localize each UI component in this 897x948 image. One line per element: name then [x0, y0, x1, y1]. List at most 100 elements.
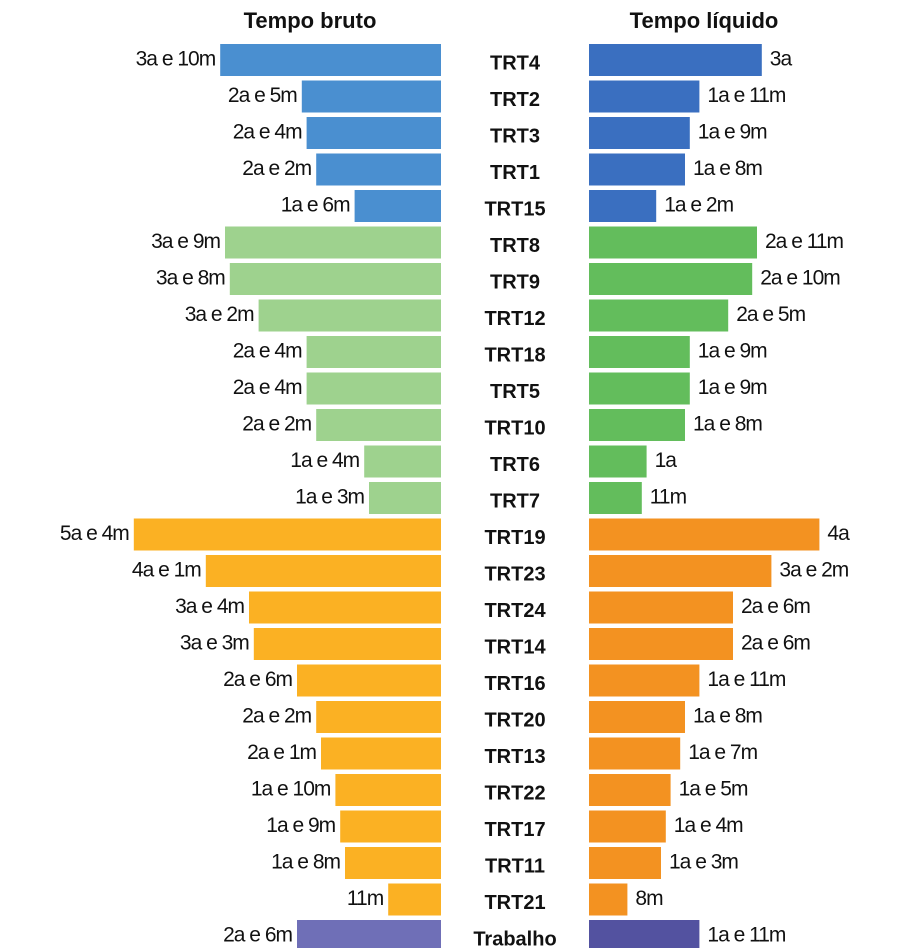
value-label: 1a e 4m — [674, 814, 743, 837]
bar — [335, 774, 441, 806]
bar — [316, 153, 441, 186]
value-label: 2a e 6m — [741, 595, 810, 618]
bar — [589, 445, 647, 478]
value-label: 2a e 5m — [736, 303, 805, 326]
value-label: 1a e 9m — [698, 376, 767, 399]
bar — [589, 372, 690, 405]
category-label: TRT19 — [484, 527, 545, 549]
value-label: 1a e 9m — [698, 340, 767, 363]
category-label: TRT24 — [484, 600, 546, 622]
bar — [589, 701, 685, 733]
bar — [306, 117, 441, 149]
bar — [133, 518, 442, 551]
bar — [249, 591, 441, 624]
bar — [589, 299, 729, 332]
bar — [253, 628, 441, 660]
category-label: TRT1 — [490, 162, 540, 184]
value-label: 1a e 11m — [707, 84, 786, 107]
bar — [589, 628, 733, 660]
value-label: 1a e 5m — [679, 778, 748, 801]
bar — [321, 737, 441, 770]
bar — [589, 190, 657, 222]
value-label: 11m — [650, 486, 687, 509]
bar — [306, 372, 441, 405]
value-label: 1a e 8m — [271, 851, 340, 874]
category-label: TRT6 — [490, 454, 540, 476]
category-label: TRT14 — [484, 636, 546, 658]
value-label: 3a e 10m — [136, 48, 216, 71]
bar — [388, 883, 441, 916]
category-label: TRT8 — [490, 235, 540, 257]
category-label: TRT18 — [484, 344, 545, 366]
series-title: Tempo bruto — [244, 8, 377, 33]
value-label: 1a e 8m — [693, 413, 762, 436]
bar — [301, 80, 441, 113]
bar — [589, 336, 690, 368]
bar — [306, 336, 441, 368]
value-label: 2a e 4m — [233, 340, 302, 363]
bar — [589, 226, 757, 259]
value-label: 2a e 2m — [242, 413, 311, 436]
value-label: 3a e 3m — [180, 632, 249, 655]
value-label: 1a e 9m — [266, 814, 335, 837]
value-label: 11m — [347, 887, 384, 910]
bar — [297, 664, 441, 697]
value-label: 2a e 5m — [228, 84, 297, 107]
category-label: TRT3 — [490, 125, 540, 147]
value-label: 2a e 4m — [233, 376, 302, 399]
value-label: 8m — [635, 887, 663, 910]
value-label: 1a e 3m — [295, 486, 364, 509]
category-label: TRT4 — [490, 52, 541, 74]
value-label: 3a e 4m — [175, 595, 244, 618]
value-label: 2a e 6m — [223, 924, 292, 947]
value-label: 2a e 4m — [233, 121, 302, 144]
category-label: TRT10 — [484, 417, 545, 439]
category-label: TRT17 — [484, 819, 545, 841]
bar — [589, 409, 685, 441]
bar — [258, 299, 441, 332]
bar — [589, 482, 642, 514]
value-label: 3a — [770, 48, 793, 71]
value-label: 3a e 2m — [185, 303, 254, 326]
bar — [589, 774, 671, 806]
category-label: TRT13 — [484, 746, 545, 768]
bar — [589, 44, 762, 76]
value-label: 1a e 10m — [251, 778, 331, 801]
category-label: TRT22 — [484, 782, 545, 804]
value-label: 3a e 8m — [156, 267, 225, 290]
bar — [364, 445, 441, 478]
value-label: 4a — [827, 522, 850, 545]
value-label: 2a e 2m — [242, 157, 311, 180]
category-label: TRT7 — [490, 490, 540, 512]
value-label: 3a e 9m — [151, 230, 220, 253]
category-label: TRT20 — [484, 709, 545, 731]
category-label: TRT11 — [485, 855, 545, 877]
value-label: 1a e 8m — [693, 705, 762, 728]
value-label: 5a e 4m — [60, 522, 129, 545]
category-label: TRT9 — [490, 271, 540, 293]
category-label: Trabalho — [473, 928, 556, 948]
bar — [340, 810, 441, 843]
value-label: 1a e 8m — [693, 157, 762, 180]
value-label: 3a e 2m — [779, 559, 848, 582]
value-label: 1a e 9m — [698, 121, 767, 144]
bar — [589, 117, 690, 149]
value-label: 2a e 6m — [223, 668, 292, 691]
bar — [589, 810, 666, 843]
bar — [316, 409, 441, 441]
bar — [589, 883, 628, 916]
value-label: 1a e 11m — [707, 668, 786, 691]
category-label: TRT15 — [484, 198, 545, 220]
value-label: 2a e 11m — [765, 230, 844, 253]
bar — [205, 555, 441, 587]
bar — [589, 847, 661, 879]
bar — [589, 80, 700, 113]
value-label: 1a e 2m — [664, 194, 733, 217]
bar — [225, 226, 441, 259]
bar — [345, 847, 441, 879]
value-label: 1a e 4m — [290, 449, 359, 472]
category-label: TRT23 — [484, 563, 545, 585]
bar — [229, 263, 441, 295]
series-title: Tempo líquido — [630, 8, 779, 33]
